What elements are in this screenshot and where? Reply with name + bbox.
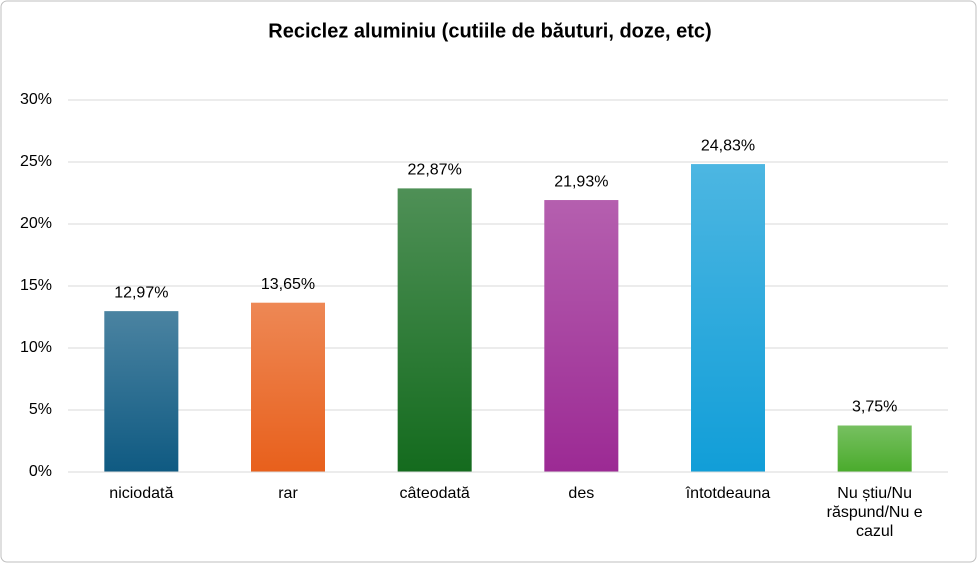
bar-shine [397, 188, 472, 473]
value-label: 22,87% [408, 162, 462, 179]
value-label: 21,93% [554, 173, 608, 190]
bar-shine [691, 164, 765, 472]
y-tick-label: 30% [20, 91, 52, 108]
bar-shine [104, 311, 179, 472]
value-label: 24,83% [701, 137, 755, 154]
bar-shine [837, 425, 912, 472]
x-tick-label: Nu știu/Nu răspund/Nu e cazul [826, 485, 923, 540]
value-label: 3,75% [852, 399, 897, 416]
bar-shine [251, 302, 325, 472]
y-tick-label: 10% [20, 339, 52, 356]
bar-shine [544, 200, 619, 472]
y-tick-label: 5% [29, 401, 52, 418]
y-tick-label: 0% [29, 463, 52, 480]
value-label: 12,97% [114, 284, 168, 301]
x-tick-label: rar [278, 485, 298, 502]
x-tick-label: câteodată [399, 485, 470, 502]
value-label: 13,65% [261, 276, 315, 293]
y-tick-label: 25% [20, 153, 52, 170]
x-tick-label: des [568, 485, 595, 502]
x-tick-label: niciodată [109, 485, 174, 502]
x-tick-label: întotdeauna [685, 485, 771, 502]
chart-title: Reciclez aluminiu (cutiile de băuturi, d… [268, 20, 711, 42]
y-tick-label: 15% [20, 277, 52, 294]
y-tick-label: 20% [20, 215, 52, 232]
